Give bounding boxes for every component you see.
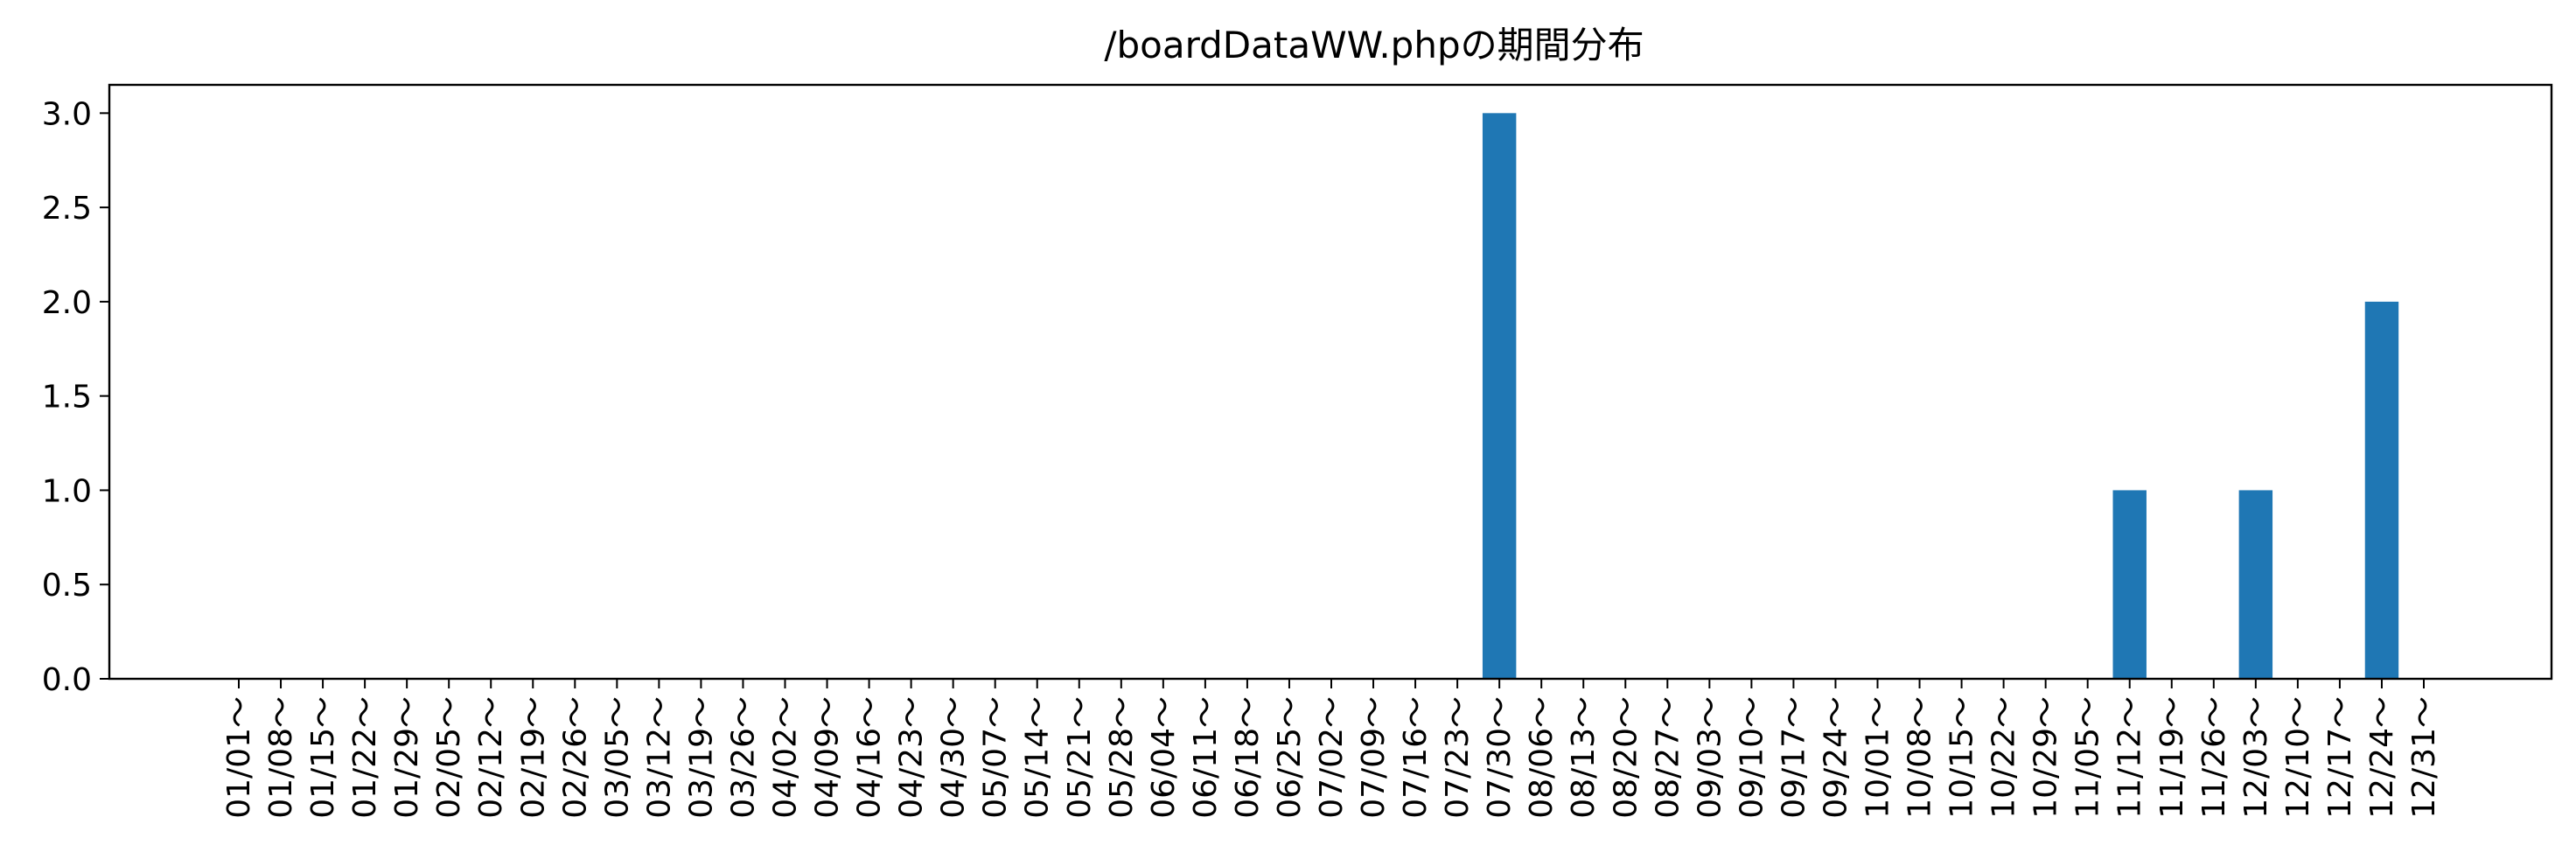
bar-1203 bbox=[2238, 490, 2273, 679]
x-tick-label: 12/17～ bbox=[2322, 696, 2358, 819]
y-axis: 0.0 0.5 1.0 1.5 2.0 2.5 3.0 bbox=[42, 96, 109, 698]
x-tick-label: 08/27～ bbox=[1650, 696, 1686, 819]
x-tick-label: 12/03～ bbox=[2238, 696, 2274, 819]
x-tick-label: 04/30～ bbox=[936, 696, 972, 819]
x-tick-label: 06/25～ bbox=[1272, 696, 1308, 819]
x-tick-label: 06/11～ bbox=[1188, 696, 1224, 819]
y-tick-label: 1.0 bbox=[42, 473, 92, 509]
chart-title: /boardDataWW.phpの期間分布 bbox=[1104, 24, 1644, 66]
y-tick-label: 2.0 bbox=[42, 285, 92, 321]
x-tick-label: 04/16～ bbox=[852, 696, 888, 819]
x-tick-label: 10/15～ bbox=[1944, 696, 1980, 819]
x-tick-label: 08/13～ bbox=[1566, 696, 1602, 819]
x-tick-label: 09/10～ bbox=[1734, 696, 1770, 819]
bar-1112 bbox=[2112, 490, 2147, 679]
bars-group bbox=[1482, 113, 2399, 679]
x-tick-label: 06/18～ bbox=[1230, 696, 1266, 819]
x-tick-label: 07/09～ bbox=[1356, 696, 1392, 819]
x-tick-label: 07/16～ bbox=[1398, 696, 1434, 819]
x-tick-label: 04/23～ bbox=[894, 696, 930, 819]
y-tick-label: 1.5 bbox=[42, 380, 92, 416]
x-tick-label: 02/19～ bbox=[515, 696, 551, 819]
x-tick-label: 05/21～ bbox=[1062, 696, 1098, 819]
x-tick-label: 11/05～ bbox=[2070, 696, 2106, 819]
x-tick-label: 02/05～ bbox=[431, 696, 467, 819]
x-tick-label: 09/17～ bbox=[1776, 696, 1812, 819]
x-tick-label: 03/26～ bbox=[725, 696, 761, 819]
x-tick-label: 01/29～ bbox=[389, 696, 425, 819]
x-tick-label: 11/19～ bbox=[2154, 696, 2190, 819]
x-tick-label: 03/12～ bbox=[641, 696, 677, 819]
x-tick-label: 11/26～ bbox=[2196, 696, 2232, 819]
x-tick-label: 12/31～ bbox=[2406, 696, 2442, 819]
x-tick-label: 08/20～ bbox=[1608, 696, 1644, 819]
x-tick-label: 12/24～ bbox=[2364, 696, 2400, 819]
x-tick-label: 05/28～ bbox=[1104, 696, 1140, 819]
x-tick-label: 03/19～ bbox=[683, 696, 719, 819]
y-tick-label: 0.0 bbox=[42, 662, 92, 698]
x-tick-label: 05/14～ bbox=[1020, 696, 1056, 819]
plot-frame bbox=[108, 83, 2553, 681]
x-tick-label: 07/02～ bbox=[1314, 696, 1350, 819]
x-tick-label: 10/01～ bbox=[1860, 696, 1896, 819]
x-tick-label: 01/01～ bbox=[221, 696, 257, 819]
y-tick-label: 0.5 bbox=[42, 568, 92, 604]
x-tick-label: 10/22～ bbox=[1986, 696, 2022, 819]
x-tick-label: 10/29～ bbox=[2028, 696, 2064, 819]
x-tick-label: 05/07～ bbox=[978, 696, 1014, 819]
x-tick-label: 02/12～ bbox=[473, 696, 509, 819]
x-tick-label: 10/08～ bbox=[1902, 696, 1938, 819]
bar-0730 bbox=[1482, 113, 1517, 679]
x-tick-label: 01/15～ bbox=[305, 696, 341, 819]
bar-1224 bbox=[2364, 301, 2399, 679]
y-tick-label: 2.5 bbox=[42, 191, 92, 227]
x-tick-label: 09/24～ bbox=[1818, 696, 1853, 819]
x-tick-label: 07/23～ bbox=[1440, 696, 1476, 819]
x-tick-label: 09/03～ bbox=[1692, 696, 1728, 819]
x-tick-label: 06/04～ bbox=[1146, 696, 1182, 819]
x-axis: 01/01～ 01/08～ 01/15～ 01/22～ 01/29～ 02/05～ 02/1… bbox=[221, 679, 2442, 819]
x-tick-label: 01/22～ bbox=[347, 696, 383, 819]
x-tick-label: 08/06～ bbox=[1524, 696, 1560, 819]
x-tick-label: 02/26～ bbox=[557, 696, 593, 819]
x-tick-label: 11/12～ bbox=[2112, 696, 2148, 819]
x-tick-label: 01/08～ bbox=[263, 696, 299, 819]
x-tick-label: 07/30～ bbox=[1482, 696, 1518, 819]
x-tick-label: 12/10～ bbox=[2280, 696, 2316, 819]
y-tick-label: 3.0 bbox=[42, 96, 92, 132]
x-tick-label: 04/02～ bbox=[768, 696, 804, 819]
x-tick-label: 03/05～ bbox=[599, 696, 635, 819]
x-tick-label: 04/09～ bbox=[810, 696, 846, 819]
